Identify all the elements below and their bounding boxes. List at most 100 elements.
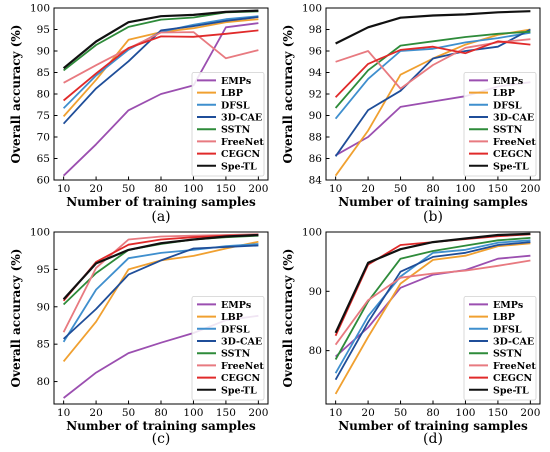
- series-line-spe-tl: [335, 10, 531, 45]
- series-line-emps: [62, 22, 259, 177]
- y-tick-label: 85: [37, 67, 50, 79]
- legend-label-dfsl: DFSL: [221, 100, 250, 111]
- x-tick-label: 20: [89, 183, 102, 195]
- y-tick-label: 75: [37, 110, 50, 122]
- x-tick-label: 150: [488, 183, 508, 195]
- y-tick-label: 84: [309, 175, 323, 187]
- legend-label-3d-cae: 3D-CAE: [493, 337, 534, 348]
- x-axis-label: Number of training samples: [338, 195, 528, 209]
- y-tick-label: 90: [37, 301, 50, 313]
- y-tick-label: 94: [309, 67, 323, 79]
- y-tick-label: 80: [37, 376, 50, 388]
- legend-label-freenet: FreeNet: [493, 137, 536, 148]
- series-line-lbp: [334, 242, 531, 395]
- x-tick-label: 100: [455, 183, 475, 195]
- y-tick-label: 92: [309, 89, 322, 101]
- legend-box: [463, 295, 537, 401]
- x-axis-label: Number of training samples: [66, 419, 256, 433]
- x-tick-label: 50: [122, 407, 135, 419]
- y-tick-label: 100: [30, 3, 50, 15]
- x-tick-label: 20: [361, 407, 374, 419]
- series-line-dfsl: [334, 239, 531, 374]
- y-tick-label: 65: [37, 153, 50, 165]
- legend-label-dfsl: DFSL: [493, 100, 522, 111]
- legend-label-spe-tl: Spe-TL: [493, 385, 529, 396]
- x-tick-label: 100: [183, 183, 203, 195]
- series-line-3d-cae: [62, 244, 259, 340]
- x-tick-label: 20: [89, 407, 102, 419]
- x-tick-label: 50: [122, 183, 135, 195]
- legend-label-cegcn: CEGCN: [221, 373, 260, 384]
- y-tick-label: 98: [309, 24, 322, 36]
- x-tick-label: 10: [57, 183, 70, 195]
- y-axis-label: Overall accuracy (%): [281, 25, 295, 164]
- y-tick-label: 100: [302, 3, 322, 15]
- legend-label-cegcn: CEGCN: [493, 149, 532, 160]
- x-tick-label: 100: [455, 407, 475, 419]
- legend-label-lbp: LBP: [493, 88, 515, 99]
- y-axis-label: Overall accuracy (%): [9, 25, 23, 164]
- x-tick-label: 80: [426, 407, 439, 419]
- panel-label: (a): [151, 209, 170, 225]
- x-tick-label: 200: [248, 183, 268, 195]
- y-tick-label: 88: [309, 132, 322, 144]
- y-tick-label: 100: [30, 227, 50, 239]
- legend-label-freenet: FreeNet: [221, 361, 264, 372]
- x-tick-label: 80: [426, 183, 439, 195]
- series-line-dfsl: [334, 31, 531, 120]
- x-tick-label: 10: [329, 183, 342, 195]
- legend-label-dfsl: DFSL: [221, 324, 250, 335]
- legend-label-dfsl: DFSL: [493, 324, 522, 335]
- x-tick-label: 200: [520, 183, 540, 195]
- x-tick-label: 100: [183, 407, 203, 419]
- x-tick-label: 10: [329, 407, 342, 419]
- legend-label-3d-cae: 3D-CAE: [221, 337, 262, 348]
- x-tick-label: 10: [57, 407, 70, 419]
- x-tick-label: 50: [394, 183, 407, 195]
- series-line-spe-tl: [62, 9, 259, 70]
- legend-label-spe-tl: Spe-TL: [221, 385, 257, 396]
- legend-box: [191, 295, 265, 401]
- x-tick-label: 20: [361, 183, 374, 195]
- y-tick-label: 100: [302, 227, 322, 239]
- x-tick-label: 150: [216, 407, 236, 419]
- series-line-spe-tl: [334, 232, 531, 334]
- x-axis-label: Number of training samples: [338, 419, 528, 433]
- legend-box: [463, 72, 537, 177]
- series-line-freenet: [334, 259, 531, 346]
- legend-label-freenet: FreeNet: [221, 137, 264, 148]
- series-line-3d-cae: [334, 241, 531, 381]
- series-line-cegcn: [63, 29, 259, 102]
- legend-label-cegcn: CEGCN: [221, 149, 260, 160]
- legend-label-freenet: FreeNet: [493, 361, 536, 372]
- legend-label-emps: EMPs: [493, 76, 523, 87]
- y-axis-label: Overall accuracy (%): [281, 249, 295, 388]
- panel-label: (d): [423, 431, 443, 447]
- legend-label-spe-tl: Spe-TL: [493, 161, 529, 172]
- y-tick-label: 95: [37, 264, 50, 276]
- series-line-sstn: [334, 30, 531, 109]
- panel-label: (b): [423, 209, 443, 225]
- series-line-spe-tl: [62, 233, 259, 301]
- x-tick-label: 50: [394, 407, 407, 419]
- legend-label-sstn: SSTN: [221, 349, 251, 360]
- legend-label-lbp: LBP: [493, 312, 515, 323]
- legend-label-sstn: SSTN: [493, 349, 523, 360]
- y-tick-label: 86: [309, 153, 323, 165]
- legend-label-emps: EMPs: [221, 76, 251, 87]
- series-line-3d-cae: [62, 16, 259, 125]
- legend-label-cegcn: CEGCN: [493, 373, 532, 384]
- y-tick-label: 90: [309, 110, 322, 122]
- legend-label-lbp: LBP: [221, 312, 243, 323]
- legend-label-3d-cae: 3D-CAE: [221, 113, 262, 124]
- legend-label-spe-tl: Spe-TL: [221, 161, 257, 172]
- x-axis-label: Number of training samples: [66, 195, 256, 209]
- legend-box: [191, 72, 265, 177]
- series-line-freenet: [63, 31, 259, 84]
